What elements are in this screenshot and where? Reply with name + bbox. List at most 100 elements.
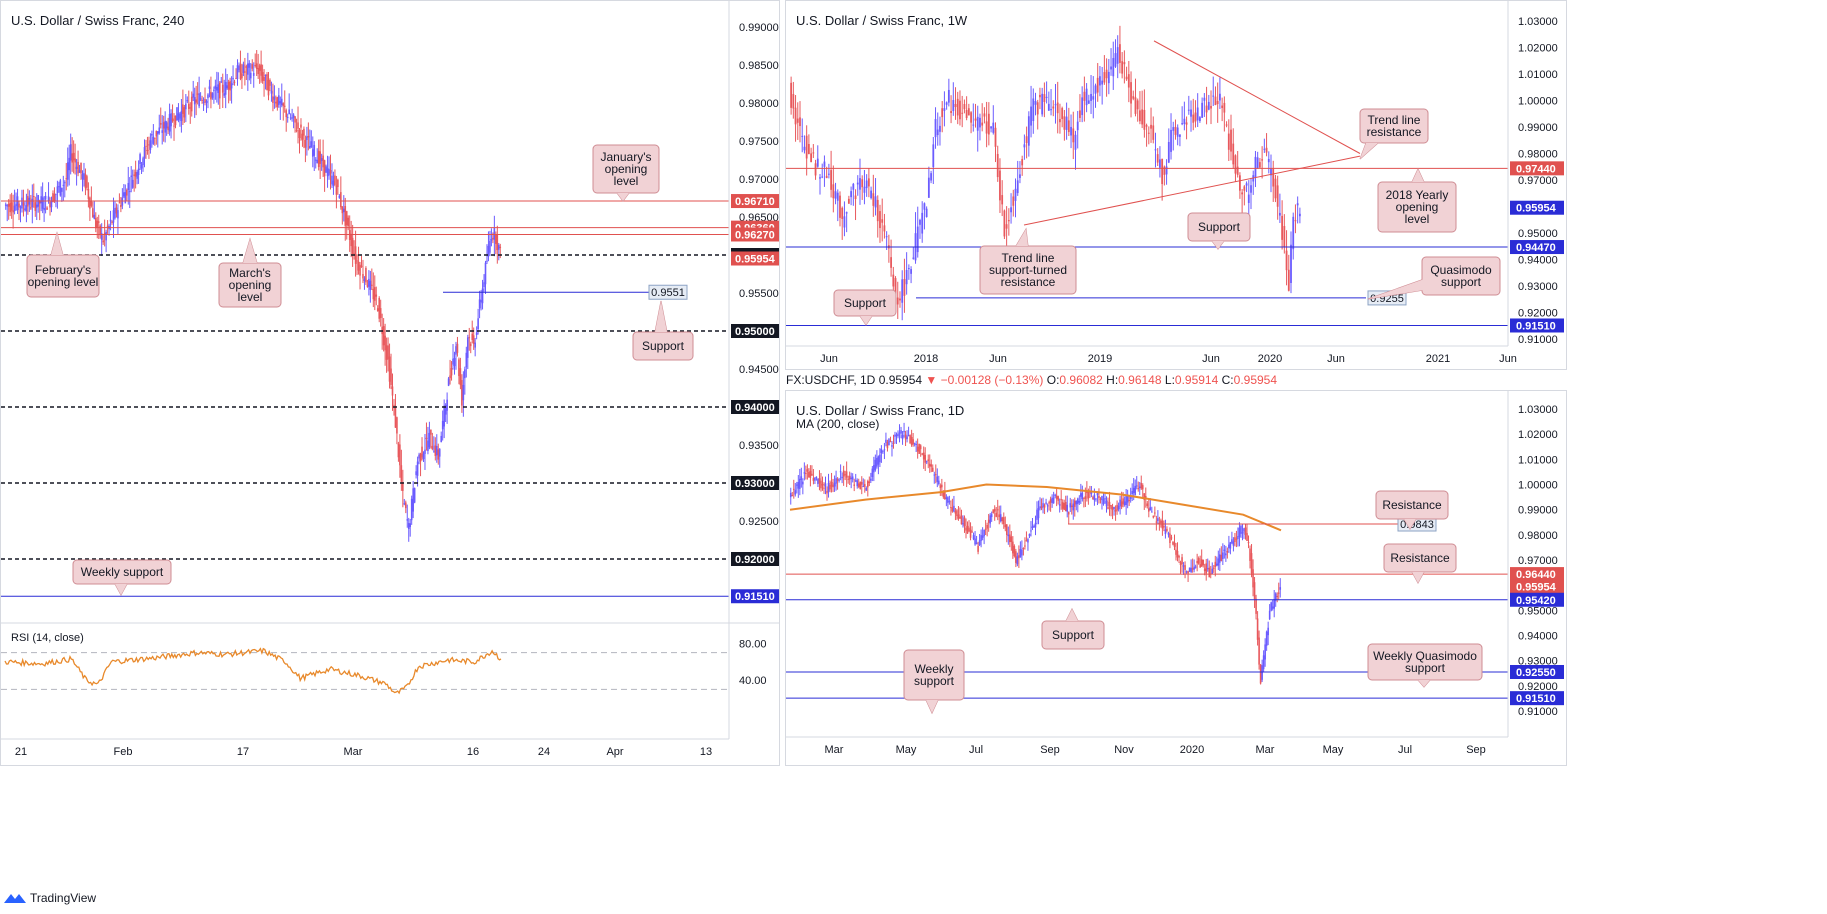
candle-body — [841, 207, 844, 219]
candle-body — [1083, 497, 1085, 499]
candle-body — [385, 345, 388, 360]
chart-d1[interactable]: 0.98431.030001.020001.010001.000000.9900… — [786, 391, 1567, 766]
candle-body — [996, 153, 999, 178]
tradingview-logo-icon — [4, 894, 26, 903]
y-tick-label: 0.92500 — [739, 516, 779, 528]
candle-body — [342, 208, 345, 213]
candle-body — [483, 282, 485, 288]
candle-body — [930, 464, 933, 467]
info-low: 0.95914 — [1174, 373, 1219, 387]
chart-h4[interactable]: 0.9551 0.99000 0.98500 0.98000 0.97500 0.9700… — [1, 1, 780, 766]
candle-body — [892, 274, 895, 287]
candle-body — [176, 107, 178, 121]
y-tick-label: 1.03000 — [1518, 404, 1558, 416]
candle-body — [1072, 503, 1075, 511]
candle-body — [865, 180, 868, 189]
candle-body — [368, 278, 370, 287]
candle-body — [31, 198, 34, 208]
candle-body — [901, 434, 904, 440]
candle-body — [489, 240, 491, 253]
candle-body — [273, 96, 276, 100]
candle-body — [817, 479, 819, 485]
candle-body — [1039, 506, 1041, 509]
candle-body — [916, 226, 919, 253]
candle-body — [905, 269, 908, 285]
candle-body — [987, 113, 990, 135]
candle-body — [1217, 558, 1220, 566]
x-tick-label: 16 — [467, 746, 479, 758]
candle-body — [187, 103, 190, 109]
callout-pointer-fill — [926, 700, 938, 713]
candle-body — [362, 274, 364, 279]
candle-body — [239, 64, 242, 80]
candle-body — [44, 195, 47, 200]
info-low-label: L: — [1164, 373, 1175, 387]
price-label-box — [1510, 200, 1564, 215]
y-tick-label: 0.99000 — [1518, 122, 1558, 134]
candle-body — [254, 65, 257, 67]
candle-body — [266, 74, 268, 91]
candle-body — [1030, 106, 1032, 126]
candle-body — [1140, 483, 1143, 489]
y-tick-label: 0.99000 — [739, 22, 779, 34]
candle-body — [963, 517, 966, 527]
candle-body — [1241, 192, 1244, 195]
candle-body — [1203, 97, 1206, 101]
candle-body — [49, 201, 51, 208]
candle-body — [1176, 127, 1179, 137]
candle-body — [1085, 88, 1088, 106]
candle-body — [12, 210, 14, 213]
callout-pointer-fill — [860, 316, 872, 325]
candle-body — [859, 178, 861, 190]
candle-body — [46, 207, 48, 210]
candle-body — [811, 473, 813, 476]
candle-body — [1094, 85, 1097, 94]
candle-body — [913, 443, 916, 445]
callout-text: February's — [35, 263, 91, 277]
candle-body — [947, 89, 950, 103]
callout-text: Support — [844, 296, 887, 310]
candle-body — [934, 474, 937, 476]
candle-body — [208, 86, 211, 89]
candle-body — [475, 332, 478, 335]
candle-body — [1163, 166, 1166, 175]
callout-text: Resistance — [1382, 498, 1442, 512]
candle-body — [1150, 124, 1152, 129]
candle-body — [396, 417, 398, 434]
candle-body — [304, 139, 307, 148]
candle-body — [965, 527, 967, 531]
candle-body — [365, 268, 367, 283]
candle-body — [114, 207, 116, 219]
callout-text: resistance — [1001, 275, 1056, 289]
candle-body — [1051, 497, 1053, 504]
candle-body — [1065, 116, 1068, 130]
candle-body — [910, 269, 912, 274]
candle-body — [1244, 527, 1247, 535]
candle-body — [399, 444, 401, 466]
candle-body — [311, 149, 314, 157]
candle-body — [932, 144, 935, 168]
candle-body — [1073, 500, 1076, 507]
candle-body — [334, 175, 336, 185]
candle-body — [821, 483, 824, 486]
brand-name[interactable]: TradingView — [30, 891, 97, 905]
candle-body — [1027, 539, 1029, 543]
chart-w1[interactable]: 0.92551.030001.020001.010001.000000.9900… — [786, 1, 1567, 370]
candle-body — [794, 107, 797, 125]
candle-body — [847, 198, 850, 204]
candle-body — [447, 378, 450, 386]
candle-body — [918, 443, 920, 454]
candle-body — [53, 194, 56, 202]
candle-body — [1268, 610, 1271, 620]
price-label-box — [731, 194, 779, 209]
candle-body — [62, 184, 65, 186]
candle-body — [458, 359, 460, 377]
candle-body — [455, 346, 457, 355]
candle-body — [317, 150, 320, 167]
candle-body — [94, 218, 97, 229]
candle-body — [1292, 216, 1295, 250]
callout-support-w1: Support — [1187, 212, 1251, 250]
price-label: 0.95000 — [735, 326, 775, 338]
candle-body — [1119, 44, 1121, 63]
callout-text: opening — [605, 162, 648, 176]
